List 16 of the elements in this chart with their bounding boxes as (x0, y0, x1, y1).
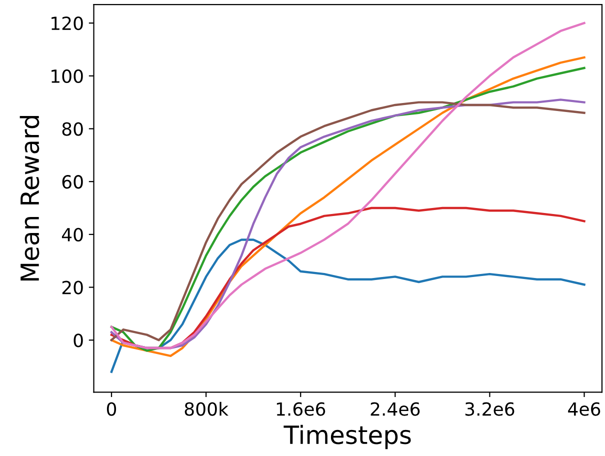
x-tick-label: 3.2e6 (465, 402, 514, 416)
y-tick-label: 120 (52, 16, 83, 30)
y-tick-label: 60 (62, 175, 83, 189)
x-tick-label: 4e6 (568, 402, 600, 416)
x-tick-label: 2.4e6 (370, 402, 420, 416)
y-tick-label: 100 (52, 69, 83, 84)
y-tick-label: 20 (62, 280, 83, 294)
x-tick-label: 1.6e6 (276, 402, 326, 416)
y-axis-title: Mean Reward (20, 116, 40, 280)
y-tick-label: 80 (62, 122, 83, 136)
x-tick-label: 800k (184, 402, 228, 416)
x-axis-title: Timesteps (284, 424, 411, 450)
x-tick-label: 0 (106, 402, 116, 416)
y-tick-label: 40 (62, 228, 83, 242)
line-series (110, 238, 586, 373)
y-tick-label: 0 (74, 334, 83, 348)
